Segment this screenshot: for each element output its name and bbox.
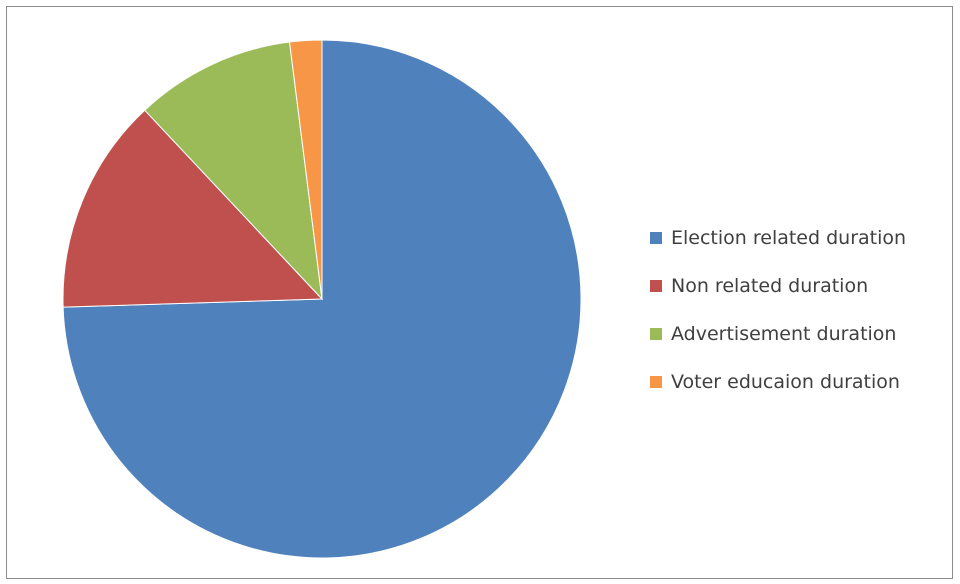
legend-item: Election related duration <box>650 214 906 262</box>
legend: Election related duration Non related du… <box>650 214 906 406</box>
pie-slice-2 <box>143 41 323 301</box>
legend-label: Election related duration <box>671 227 907 249</box>
legend-swatch <box>650 328 662 340</box>
legend-label: Advertisement duration <box>671 323 897 345</box>
legend-item: Advertisement duration <box>650 310 906 358</box>
legend-item: Non related duration <box>650 262 906 310</box>
legend-swatch <box>650 280 662 292</box>
legend-label: Voter educaion duration <box>671 371 900 393</box>
legend-swatch <box>650 376 662 388</box>
legend-swatch <box>650 232 662 244</box>
pie-slice-3 <box>288 39 323 300</box>
pie-slice-1 <box>62 109 324 308</box>
legend-item: Voter educaion duration <box>650 358 906 406</box>
legend-label: Non related duration <box>671 275 869 297</box>
